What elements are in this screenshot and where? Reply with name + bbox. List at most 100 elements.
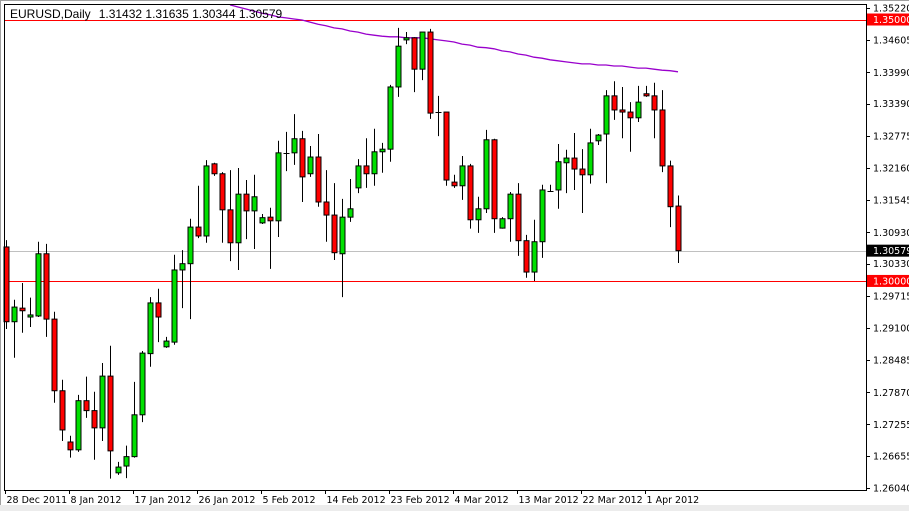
time-axis[interactable]: 28 Dec 2011 8 Jan 2012 17 Jan 2012 26 Jan 2… [5, 490, 700, 506]
bear-candle-body [299, 138, 306, 178]
bear-candle-body [155, 302, 162, 318]
date-tick-label: 5 Feb 2012 [263, 495, 316, 506]
price-tick-label: 1.35220 [873, 4, 909, 15]
candle [203, 160, 210, 243]
date-tick-label: 28 Dec 2011 [7, 495, 68, 506]
bear-candle-body [659, 109, 666, 167]
bear-candle-body [43, 253, 50, 320]
bull-candle-body [11, 306, 18, 323]
candle [419, 31, 426, 81]
price-tick-label: 1.32775 [873, 131, 909, 142]
candle [371, 128, 378, 186]
bull-candle-body [99, 375, 106, 429]
date-tick-label: 14 Feb 2012 [327, 495, 386, 506]
candle [75, 394, 82, 452]
candle [427, 28, 434, 119]
bear-candle-body [19, 307, 26, 312]
date-tick-label: 26 Jan 2012 [199, 495, 256, 506]
candle [603, 90, 610, 184]
date-tick-label: 1 Apr 2012 [647, 495, 700, 506]
candle [131, 381, 138, 458]
candle [587, 128, 594, 184]
bear-candle-body [643, 93, 650, 97]
bear-candle-body [675, 205, 682, 252]
bull-candle-body [483, 139, 490, 210]
symbol-timeframe: EURUSD,Daily [10, 7, 91, 21]
candle [315, 134, 322, 207]
bull-candle-body [355, 165, 362, 189]
window-bottom-strip [0, 505, 909, 511]
candle [403, 32, 410, 45]
candle [579, 149, 586, 213]
bull-candle-body [499, 218, 506, 229]
bear-candle-body [59, 390, 66, 431]
candle [459, 155, 466, 200]
bull-candle-body [203, 165, 210, 237]
bear-candle-body [323, 201, 330, 216]
candle [235, 168, 242, 270]
bear-candle-body [667, 165, 674, 208]
price-tick-label: 1.30330 [873, 259, 909, 270]
bear-candle-body [611, 95, 618, 111]
bull-candle-body [291, 138, 298, 154]
candle [443, 111, 450, 186]
candle [507, 192, 514, 242]
bull-candle-body [387, 86, 394, 150]
candle [619, 86, 626, 139]
candle [475, 196, 482, 233]
bear-candle-body [211, 163, 218, 175]
candle [83, 376, 90, 418]
bear-candle-body [195, 226, 202, 237]
bear-candle-body [107, 375, 114, 452]
bear-candle-body [619, 109, 626, 113]
date-tick-label: 8 Jan 2012 [71, 495, 122, 506]
bear-candle-body [67, 441, 74, 451]
price-badge-label: 1.30000 [873, 276, 909, 287]
price-axis[interactable]: 1.35220 1.34605 1.33990 1.33390 1.32775 1.321… [866, 4, 909, 495]
candle [675, 195, 682, 263]
candle [67, 435, 74, 458]
bull-candle-body [539, 189, 546, 243]
price-tick-label: 1.33990 [873, 68, 909, 79]
price-tick-label: 1.26040 [873, 484, 909, 495]
bear-candle-body [627, 111, 634, 119]
bull-candle-body [115, 466, 122, 474]
price-level-badge [867, 13, 909, 26]
price-tick-label: 1.33390 [873, 99, 909, 110]
bear-candle-body [363, 165, 370, 175]
price-level-badge [867, 274, 909, 287]
candle [275, 140, 282, 238]
bull-candle-body [163, 340, 170, 348]
candle [395, 27, 402, 97]
bull-candle-body [179, 263, 186, 271]
candle [547, 184, 554, 193]
price-tick-label: 1.29715 [873, 291, 909, 302]
candle [211, 162, 218, 176]
candle [179, 250, 186, 309]
bull-candle-body [27, 314, 34, 318]
bear-candle-body [411, 37, 418, 70]
candle [251, 174, 258, 250]
candle [331, 183, 338, 261]
candle [283, 131, 290, 172]
bear-candle-body [651, 95, 658, 111]
candle [651, 82, 658, 139]
bear-candle-body [243, 193, 250, 212]
bull-candle-body [123, 456, 130, 467]
price-badge-label: 1.35000 [873, 15, 909, 26]
bear-candle-body [91, 410, 98, 429]
bear-candle-body [523, 240, 530, 273]
candle [355, 159, 362, 194]
bull-candle-body [507, 193, 514, 220]
candle [387, 84, 394, 162]
bear-candle-body [331, 214, 338, 254]
candle [643, 85, 650, 97]
bear-candle-body [51, 318, 58, 392]
bear-candle-body [579, 168, 586, 176]
candle [27, 297, 34, 327]
bull-candle-body [403, 37, 410, 41]
candle [595, 134, 602, 145]
candle [523, 234, 530, 278]
